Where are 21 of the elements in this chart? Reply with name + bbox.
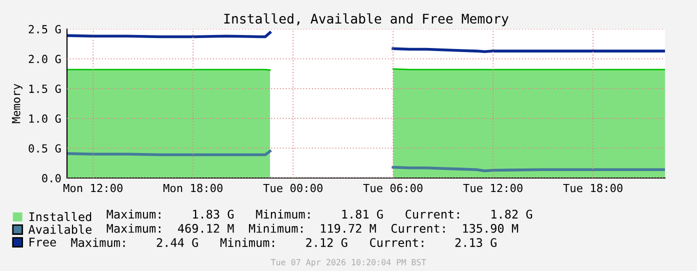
y-tick-label: 0.0	[42, 174, 61, 182]
text: Maximum: 1.83 G Minimum: 1.81 G Current: 1.82 G	[106, 210, 532, 219]
y-axis-title: Memory	[12, 84, 22, 124]
y-tick-label: 2.5 G	[28, 25, 61, 34]
x-tick-label: Tue 12:00	[463, 184, 522, 192]
legend-label: Available	[28, 224, 92, 234]
legend-label: Free	[30, 238, 56, 247]
text: Tue 07 Apr 2026 10:20:04 PM BST	[270, 259, 426, 267]
x-tick-label: Tue 00:00	[263, 184, 322, 192]
text: Maximum: 2.44 G Minimum: 2.12 G Current: 2.13 G	[71, 238, 496, 248]
chart-title: Installed, Available and Free Memory	[224, 13, 508, 26]
x-tick-label: Mon 18:00	[163, 184, 222, 192]
y-tick-label: 2.0 G	[28, 54, 61, 64]
y-tick-label: 0.5 G	[28, 144, 61, 153]
legend-label: Installed	[29, 212, 92, 222]
text: Maximum: 469.12 M Minimum: 119.72 M Current: 135.90 M	[106, 224, 518, 233]
x-tick-label: Tue 18:00	[563, 184, 622, 192]
x-tick-label: Mon 12:00	[63, 184, 122, 192]
y-tick-label: 1.0 G	[29, 114, 61, 123]
y-tick-label: 1.5 G	[29, 84, 61, 94]
x-tick-label: Tue 06:00	[363, 184, 422, 192]
